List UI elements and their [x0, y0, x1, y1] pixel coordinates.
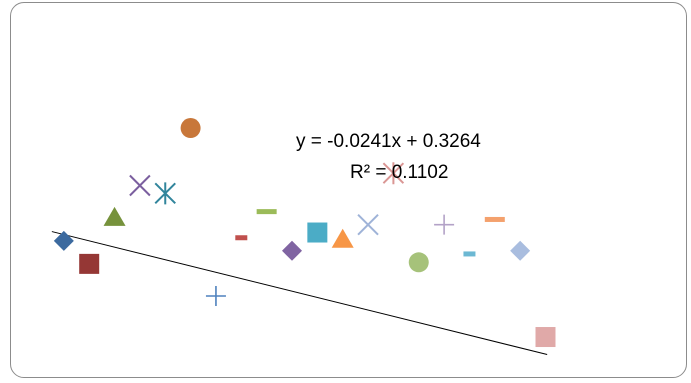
data-point-10-diamond	[282, 241, 302, 261]
diamond-marker	[54, 231, 74, 251]
data-point-11-square	[307, 223, 327, 243]
data-point-2-square	[79, 254, 99, 274]
trendline-equation-label: y = -0.0241x + 0.3264	[296, 131, 481, 153]
data-point-12-triangle	[332, 229, 354, 248]
data-point-9-dash	[257, 209, 277, 214]
x-marker	[358, 215, 378, 235]
triangle-marker	[104, 207, 126, 226]
data-point-16-plus	[434, 215, 454, 235]
circle-marker	[181, 118, 201, 138]
triangle-marker	[332, 229, 354, 248]
trendline-r-squared-label: R² = 0.1102	[350, 162, 448, 184]
plus-marker	[206, 286, 226, 306]
data-point-17-dash	[463, 251, 475, 256]
dash-marker	[463, 251, 475, 256]
square-marker	[79, 254, 99, 274]
dash-marker	[257, 209, 277, 214]
data-point-5-star	[155, 182, 175, 204]
dash-marker	[485, 217, 505, 222]
star-marker	[155, 182, 175, 204]
data-point-13-x	[358, 215, 378, 235]
data-point-8-dash	[235, 235, 247, 240]
data-point-6-circle	[181, 118, 201, 138]
data-point-4-x	[130, 175, 150, 195]
square-marker	[307, 223, 327, 243]
data-point-15-circle	[409, 252, 429, 272]
circle-marker	[409, 252, 429, 272]
diamond-marker	[510, 241, 530, 261]
data-point-1-diamond	[54, 231, 74, 251]
plus-marker	[434, 215, 454, 235]
data-point-19-diamond	[510, 241, 530, 261]
data-point-7-plus	[206, 286, 226, 306]
data-point-18-dash	[485, 217, 505, 222]
data-point-3-triangle	[104, 207, 126, 226]
dash-marker	[235, 235, 247, 240]
data-point-20-square	[536, 327, 556, 347]
x-marker	[130, 175, 150, 195]
diamond-marker	[282, 241, 302, 261]
square-marker	[536, 327, 556, 347]
